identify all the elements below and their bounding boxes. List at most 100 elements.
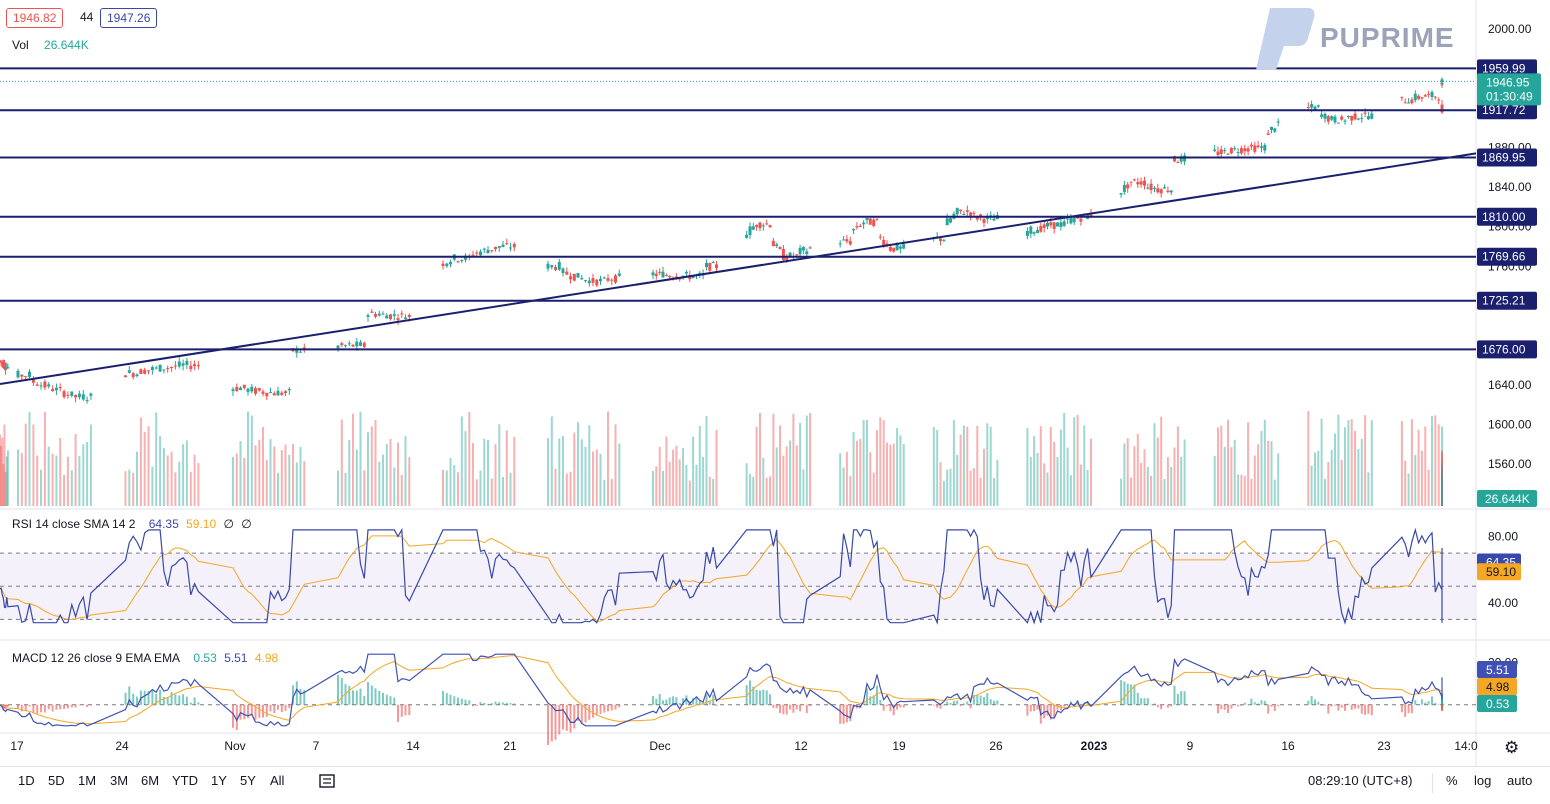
- candle-body: [949, 218, 952, 223]
- candle-body: [295, 348, 299, 353]
- volume-bar: [1320, 418, 1323, 506]
- ask-price[interactable]: 1947.26: [100, 8, 158, 28]
- volume-bar: [479, 470, 482, 506]
- clock-time[interactable]: 08:29:10 (UTC+8): [1308, 773, 1413, 788]
- timeframe-3m-button[interactable]: 3M: [110, 773, 129, 788]
- candle-body: [715, 264, 718, 269]
- timeframe-5y-button[interactable]: 5Y: [240, 773, 256, 788]
- macd-histogram-bar: [89, 704, 92, 706]
- candle-body: [584, 280, 587, 282]
- macd-histogram-bar: [1066, 704, 1069, 706]
- macd-histogram-bar: [86, 704, 89, 707]
- candle-body: [366, 315, 370, 317]
- volume-bar: [1441, 469, 1443, 506]
- macd-histogram-bar: [580, 704, 583, 724]
- timeframe-ytd-button[interactable]: YTD: [172, 773, 198, 788]
- spread-value: 44: [80, 10, 94, 24]
- horizontal-level-label: 1676.00: [1482, 342, 1526, 356]
- log-toggle[interactable]: log: [1474, 773, 1492, 788]
- volume-bar: [946, 469, 949, 506]
- candle-body: [748, 226, 752, 235]
- horizontal-level-label: 1810.00: [1482, 210, 1526, 224]
- volume-bar: [755, 426, 758, 506]
- candle-body: [6, 367, 10, 369]
- auto-toggle[interactable]: auto: [1507, 773, 1533, 788]
- timeframe-6m-button[interactable]: 6M: [141, 773, 160, 788]
- volume-bar: [942, 480, 945, 506]
- macd-histogram-bar: [235, 704, 238, 730]
- volume-bar: [983, 448, 985, 506]
- volume-bar: [1083, 425, 1086, 506]
- macd-histogram-bar: [1086, 701, 1089, 705]
- candle-body: [479, 251, 482, 256]
- volume-bar: [882, 420, 885, 506]
- time-tick-label: 26: [989, 739, 1003, 753]
- volume-bar: [1233, 439, 1236, 506]
- volume-bar: [1334, 433, 1336, 506]
- candle-body: [58, 387, 62, 389]
- macd-histogram-bar: [1270, 704, 1273, 707]
- rsi-legend-title: RSI 14 close SMA 14 2: [12, 517, 136, 531]
- macd-histogram-bar: [132, 693, 135, 705]
- candle-body: [848, 241, 852, 245]
- candle-body: [486, 249, 490, 254]
- candle-body: [471, 254, 475, 256]
- volume-bar: [695, 464, 698, 506]
- candle-body: [845, 239, 849, 242]
- volume-bar: [889, 444, 892, 506]
- macd-histogram-bar: [40, 704, 42, 713]
- macd-legend-hist: 0.53: [193, 651, 217, 665]
- candle-body: [181, 363, 185, 366]
- macd-histogram-bar: [759, 690, 761, 705]
- settings-gear-icon[interactable]: ⚙: [1504, 738, 1520, 757]
- candle-body: [31, 379, 35, 383]
- volume-bar: [573, 432, 576, 506]
- candle-body: [1320, 114, 1324, 117]
- timeframe-1y-button[interactable]: 1Y: [211, 773, 227, 788]
- volume-bar: [1066, 447, 1069, 506]
- macd-histogram-bar: [902, 704, 905, 708]
- candle-body: [24, 376, 28, 378]
- candle-body: [895, 244, 899, 251]
- macd-histogram-bar: [55, 704, 58, 710]
- macd-histogram-bar: [74, 704, 77, 708]
- volume-bar: [1220, 425, 1223, 506]
- compare-icon[interactable]: [318, 772, 336, 790]
- volume-bar: [363, 470, 366, 506]
- candle-body: [972, 212, 976, 214]
- macd-histogram-bar: [1230, 704, 1233, 709]
- timeframe-5d-button[interactable]: 5D: [48, 773, 65, 788]
- rsi-line: [0, 527, 1443, 625]
- volume-bar: [1434, 415, 1437, 506]
- volume-bar: [162, 448, 165, 506]
- candle-body: [838, 243, 842, 245]
- macd-histogram-bar: [1163, 704, 1166, 706]
- macd-histogram-bar: [1073, 703, 1076, 705]
- volume-bar: [986, 423, 989, 506]
- volume-bar: [1360, 439, 1363, 506]
- volume-bar: [132, 472, 135, 506]
- candle-body: [1336, 122, 1340, 124]
- timeframe-all-button[interactable]: All: [270, 773, 285, 788]
- volume-bar: [185, 440, 188, 506]
- macd-histogram-bar: [1143, 698, 1146, 705]
- bid-price[interactable]: 1946.82: [6, 8, 64, 28]
- volume-bar: [678, 459, 681, 506]
- candle-body: [561, 268, 565, 274]
- candle-body: [691, 276, 695, 278]
- percent-toggle[interactable]: %: [1446, 773, 1458, 788]
- candle-body: [1066, 218, 1070, 220]
- macd-histogram-bar: [1277, 704, 1280, 707]
- volume-bar: [344, 472, 347, 506]
- macd-histogram-bar: [966, 701, 969, 705]
- macd-histogram-bar: [1257, 703, 1260, 705]
- candle-body: [501, 244, 505, 247]
- volume-bar: [688, 480, 691, 506]
- macd-histogram-bar: [513, 703, 516, 705]
- timeframe-1m-button[interactable]: 1M: [78, 773, 97, 788]
- volume-bar: [1441, 465, 1443, 506]
- volume-bar: [472, 443, 474, 506]
- timeframe-1d-button[interactable]: 1D: [18, 773, 35, 788]
- macd-histogram-bar: [174, 694, 177, 705]
